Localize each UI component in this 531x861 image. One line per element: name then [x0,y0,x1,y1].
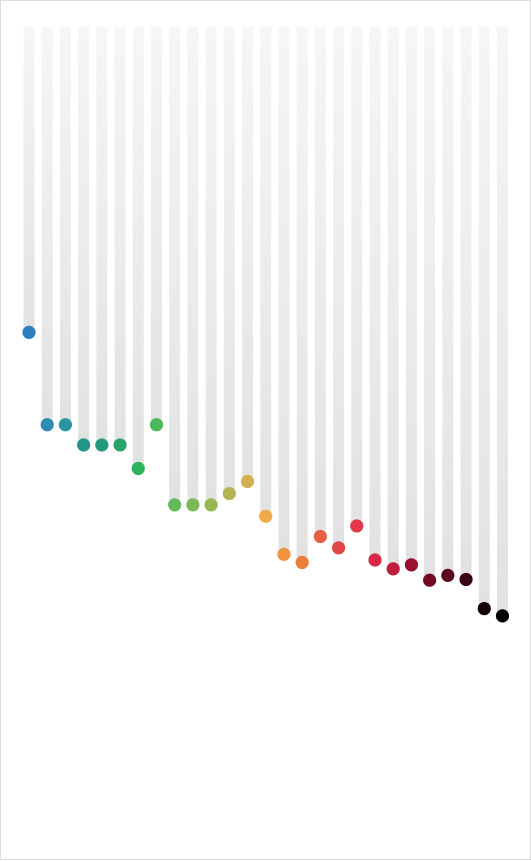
track-bar [41,27,53,425]
track-bar [278,27,290,555]
data-point [131,461,145,476]
data-point [495,609,510,623]
data-point [368,553,382,567]
data-point [149,418,164,432]
data-point [240,474,255,489]
data-point [113,438,127,452]
track-bar [114,27,126,445]
track-bar [205,27,217,505]
data-point [22,325,36,339]
data-point [477,601,491,616]
data-point [186,498,200,512]
data-point [386,562,400,576]
track-bar [496,27,508,616]
data-point [404,558,419,572]
track-bar [242,27,254,482]
track-bar [223,27,235,494]
data-point [77,438,91,452]
data-point [222,486,236,501]
data-point [168,498,182,512]
track-bar [387,27,399,569]
track-bar [369,27,381,560]
data-point [331,541,346,555]
track-bar [460,27,472,580]
data-point [58,418,73,432]
data-point [277,547,291,561]
track-bar [442,27,454,576]
track-bar [424,27,436,581]
data-point [423,573,437,587]
data-point [259,509,273,523]
data-point [95,438,109,452]
dot-group [22,325,510,623]
data-point [313,529,327,544]
track-bar [150,27,162,425]
track-group [23,27,508,616]
track-bar [187,27,199,505]
track-bar [260,27,272,517]
data-point [204,498,218,512]
data-point [459,572,473,587]
track-bar [478,27,490,609]
track-bar [59,27,71,425]
track-bar [351,27,363,526]
data-point [40,418,54,432]
data-point [295,555,309,570]
track-bar [296,27,308,563]
track-bar [333,27,345,548]
track-bar [23,27,35,333]
track-bar [78,27,90,445]
track-bar [405,27,417,565]
track-bar [314,27,326,537]
track-bar [96,27,108,445]
data-point [350,519,364,533]
track-bar [169,27,181,505]
track-bar [132,27,144,469]
data-point [441,568,455,582]
